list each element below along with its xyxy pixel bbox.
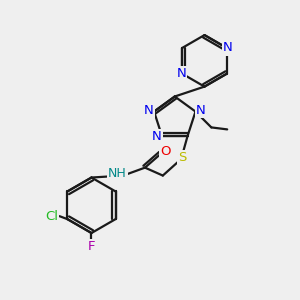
Text: Cl: Cl — [45, 210, 58, 223]
Text: N: N — [196, 104, 205, 117]
Text: N: N — [176, 67, 186, 80]
Text: N: N — [152, 130, 162, 143]
Text: N: N — [223, 41, 233, 55]
Text: O: O — [160, 145, 171, 158]
Text: N: N — [144, 104, 154, 117]
Text: NH: NH — [108, 167, 127, 180]
Text: F: F — [88, 240, 95, 254]
Text: S: S — [178, 151, 187, 164]
